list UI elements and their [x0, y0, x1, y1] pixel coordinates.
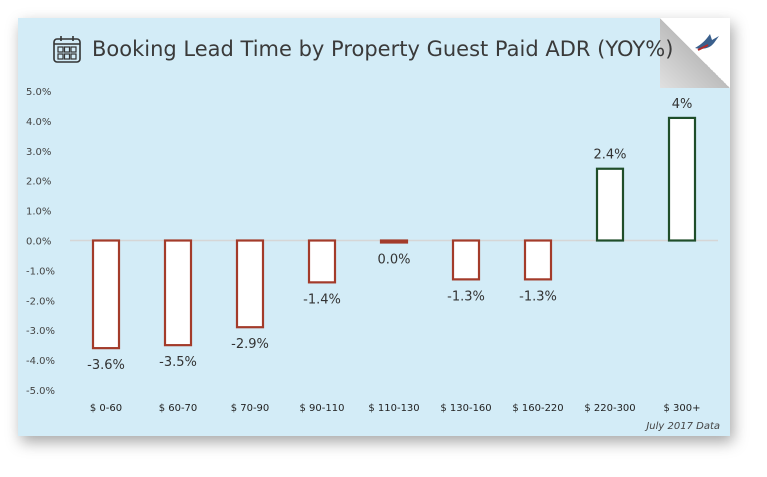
bird-logo-icon: [695, 34, 719, 51]
y-tick-label: 2.0%: [26, 177, 51, 188]
data-label: -1.4%: [303, 292, 341, 307]
data-label: -1.3%: [519, 289, 557, 304]
bar: [379, 239, 409, 244]
y-tick-label: -5.0%: [26, 386, 55, 397]
x-tick-label: $ 300+: [663, 403, 700, 414]
bar: [307, 239, 337, 284]
y-tick-label: 4.0%: [26, 117, 51, 128]
data-label: -3.5%: [159, 355, 197, 370]
bar: [667, 116, 697, 242]
chart-title: Booking Lead Time by Property Guest Paid…: [92, 37, 674, 61]
chart-card: Booking Lead Time by Property Guest Paid…: [18, 18, 730, 436]
footnote: July 2017 Data: [646, 421, 720, 432]
bar: [235, 239, 265, 329]
x-tick-label: $ 90-110: [300, 403, 345, 414]
chart-header: Booking Lead Time by Property Guest Paid…: [52, 32, 673, 66]
data-label: 4%: [672, 97, 693, 112]
y-tick-label: 0.0%: [26, 237, 51, 248]
x-tick-label: $ 70-90: [231, 403, 270, 414]
x-tick-label: $ 60-70: [159, 403, 198, 414]
x-tick-label: $ 0-60: [90, 403, 122, 414]
data-label: -1.3%: [447, 289, 485, 304]
data-label: -2.9%: [231, 337, 269, 352]
data-label: 0.0%: [377, 253, 410, 268]
y-tick-label: -1.0%: [26, 266, 55, 277]
bar: [595, 167, 625, 242]
calendar-icon: [53, 36, 81, 63]
bar-chart: 5.0% 4.0% 3.0% 2.0% 1.0% 0.0% -1.0% -2.0% -3.0% -…: [26, 87, 718, 414]
y-tick-label: 3.0%: [26, 147, 51, 158]
x-tick-label: $ 220-300: [584, 403, 635, 414]
x-tick-label: $ 160-220: [512, 403, 563, 414]
y-tick-label: -2.0%: [26, 296, 55, 307]
bar: [523, 239, 553, 281]
data-label: -3.6%: [87, 358, 125, 373]
bar: [451, 239, 481, 281]
bar: [91, 239, 121, 350]
x-tick-label: $ 130-160: [440, 403, 491, 414]
y-tick-label: 5.0%: [26, 87, 51, 98]
data-label: 2.4%: [593, 148, 626, 163]
page-fold: [660, 18, 730, 88]
y-tick-label: -3.0%: [26, 326, 55, 337]
bar: [163, 239, 193, 347]
y-tick-label: -4.0%: [26, 356, 55, 367]
y-tick-label: 1.0%: [26, 207, 51, 218]
x-tick-label: $ 110-130: [368, 403, 419, 414]
